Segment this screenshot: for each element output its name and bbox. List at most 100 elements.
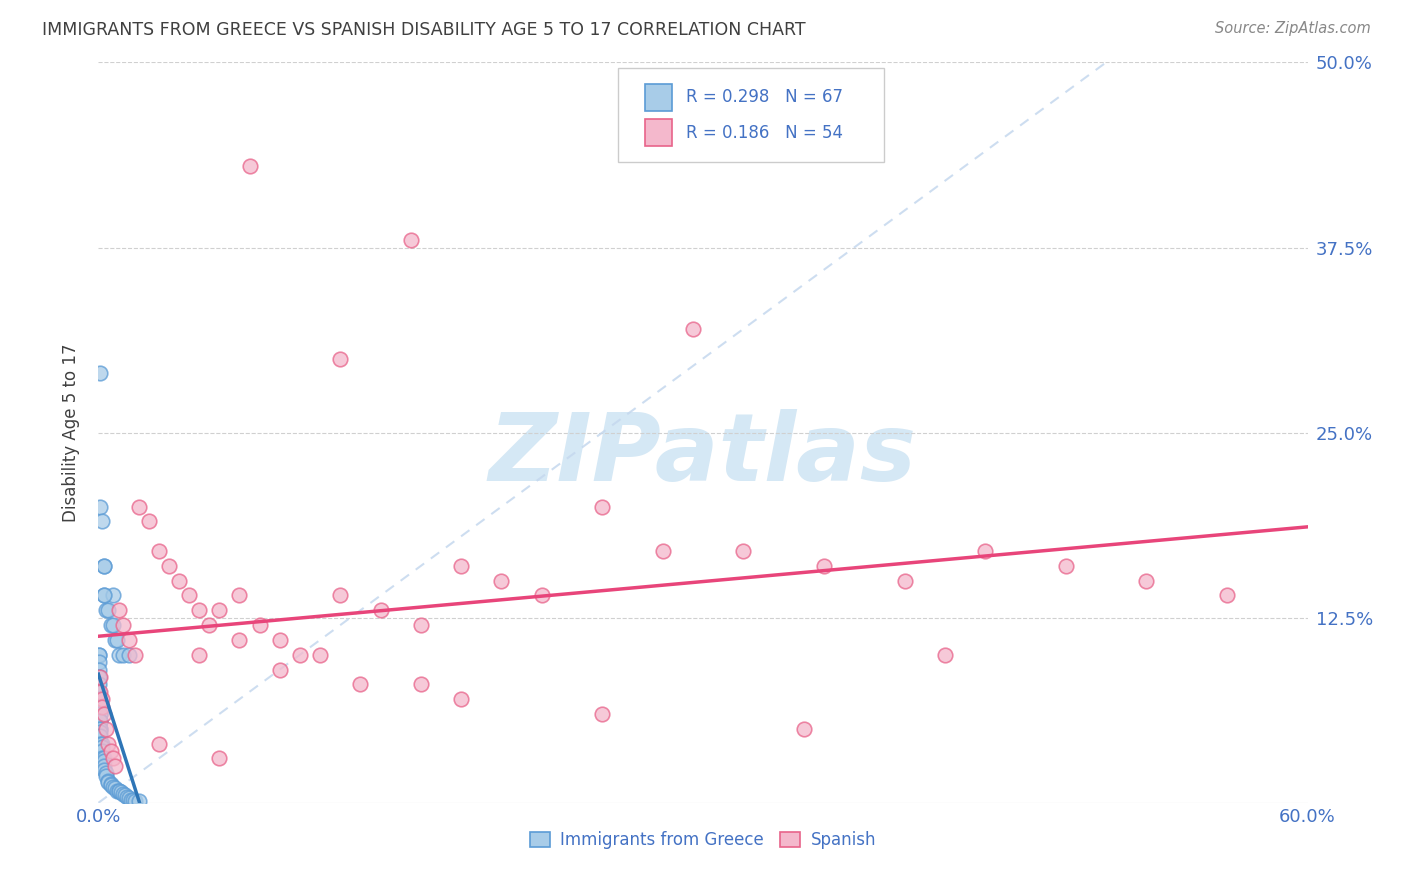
Point (288, 648, 311, 662)
Point (91, 737, 114, 751)
Point (682, 322, 704, 336)
Point (228, 632, 250, 647)
Point (100, 744, 122, 758)
Point (100, 618, 122, 632)
Point (103, 632, 125, 647)
Point (651, 544, 673, 558)
Point (934, 648, 956, 662)
Point (198, 618, 221, 632)
Point (97, 737, 120, 751)
Point (93, 763, 115, 777)
Point (208, 751, 231, 765)
Point (100, 776, 122, 790)
Point (101, 780, 124, 794)
Point (118, 648, 141, 662)
Point (107, 603, 129, 617)
Point (89, 737, 111, 751)
Point (111, 648, 134, 662)
Text: R = 0.186   N = 54: R = 0.186 N = 54 (686, 124, 844, 142)
Point (89, 648, 111, 662)
Y-axis label: Disability Age 5 to 17: Disability Age 5 to 17 (62, 343, 80, 522)
Point (121, 793, 143, 807)
Point (101, 589, 124, 603)
Point (100, 778, 122, 792)
Point (530, 589, 553, 603)
Point (269, 632, 291, 647)
Text: IMMIGRANTS FROM GREECE VS SPANISH DISABILITY AGE 5 TO 17 CORRELATION CHART: IMMIGRANTS FROM GREECE VS SPANISH DISABI… (42, 21, 806, 38)
Point (89, 500, 111, 514)
Point (249, 618, 271, 632)
Point (93, 751, 115, 765)
Point (103, 758, 125, 772)
FancyBboxPatch shape (619, 68, 884, 162)
Point (89, 724, 111, 739)
Point (118, 791, 141, 805)
Point (370, 603, 392, 617)
Point (124, 648, 146, 662)
Point (89, 655, 111, 669)
Point (118, 632, 141, 647)
Point (188, 603, 211, 617)
Point (157, 558, 180, 573)
Point (93, 558, 115, 573)
Point (1054, 558, 1077, 573)
Point (228, 589, 250, 603)
Point (107, 648, 129, 662)
Point (89, 729, 111, 743)
Point (591, 500, 613, 514)
Point (89, 714, 111, 729)
Point (93, 706, 115, 721)
Point (269, 663, 291, 677)
Point (89, 367, 111, 381)
Point (591, 706, 613, 721)
Point (89, 670, 111, 684)
Point (89, 648, 111, 662)
Point (733, 544, 755, 558)
Point (89, 699, 111, 714)
Point (97, 603, 120, 617)
Point (89, 692, 111, 706)
Point (111, 787, 134, 801)
Point (329, 351, 352, 366)
Point (89, 670, 111, 684)
Point (450, 692, 472, 706)
Point (124, 794, 146, 808)
Point (103, 780, 125, 795)
Point (111, 618, 134, 632)
Point (409, 677, 432, 691)
Point (101, 751, 124, 765)
Point (93, 558, 115, 573)
FancyBboxPatch shape (645, 84, 672, 111)
Point (89, 670, 111, 684)
Point (450, 558, 472, 573)
Point (93, 589, 115, 603)
Text: Source: ZipAtlas.com: Source: ZipAtlas.com (1215, 21, 1371, 36)
Point (91, 692, 114, 706)
Point (329, 589, 352, 603)
Point (491, 574, 513, 588)
Point (188, 648, 211, 662)
Point (93, 755, 115, 769)
Point (96, 603, 118, 617)
Point (107, 784, 129, 798)
Point (89, 677, 111, 691)
Point (179, 589, 201, 603)
Point (89, 706, 111, 721)
Text: ZIPatlas: ZIPatlas (489, 409, 917, 500)
Point (89, 685, 111, 699)
Point (399, 233, 422, 247)
Point (1135, 574, 1157, 588)
Point (239, 159, 262, 173)
FancyBboxPatch shape (645, 120, 672, 146)
Text: R = 0.298   N = 67: R = 0.298 N = 67 (686, 88, 844, 106)
Point (120, 793, 142, 807)
Point (813, 558, 835, 573)
Point (89, 714, 111, 729)
Point (91, 699, 114, 714)
Point (349, 677, 371, 691)
Point (97, 775, 120, 789)
Point (208, 603, 231, 617)
Point (89, 706, 111, 721)
Point (89, 663, 111, 677)
Point (97, 773, 120, 788)
